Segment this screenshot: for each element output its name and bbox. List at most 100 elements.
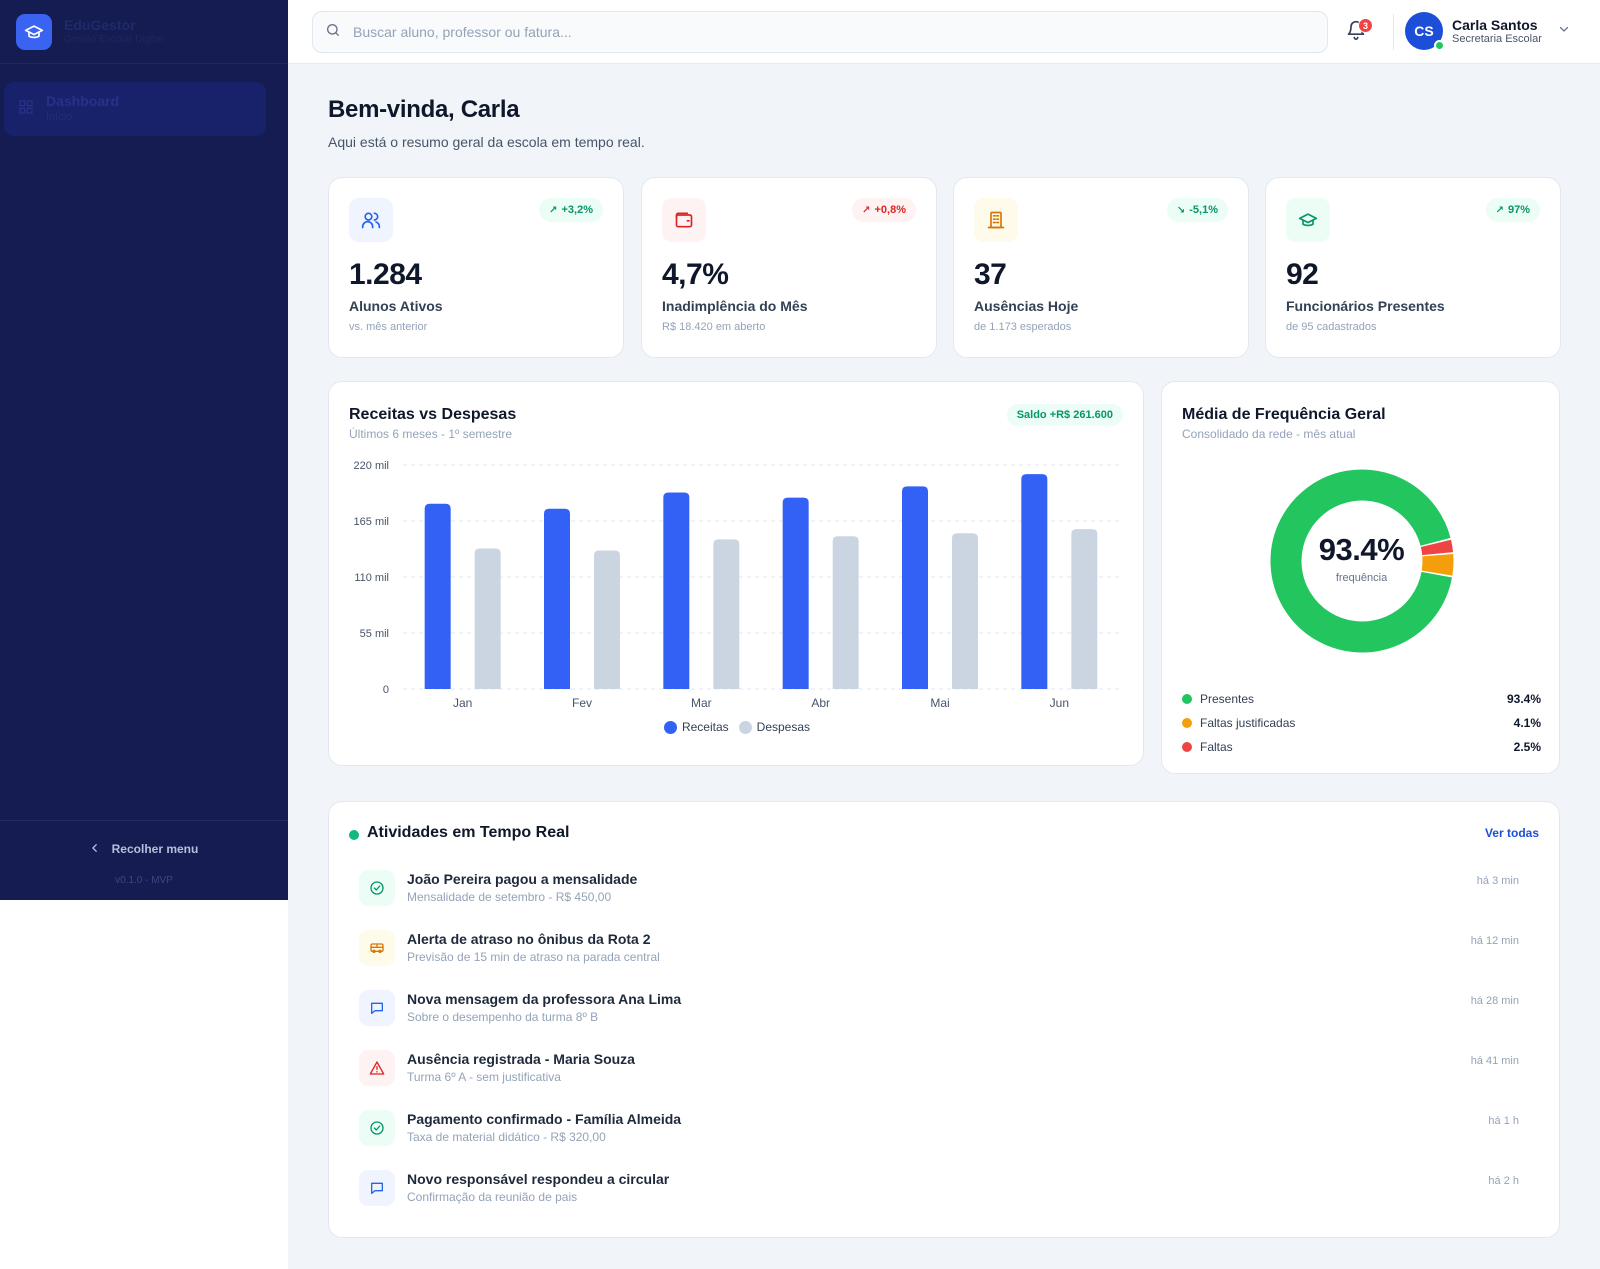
frequency-donut-chart <box>1270 469 1454 653</box>
activity-time: há 12 min <box>1470 935 1519 947</box>
frequency-subtitle: Consolidado da rede - mês atual <box>1182 427 1356 441</box>
trend-badge: ↗ +0,8% <box>852 198 916 222</box>
x-tick-label: Mar <box>691 696 712 710</box>
app-version: v0.1.0 - MVP <box>115 875 173 886</box>
search-box[interactable] <box>312 11 1328 53</box>
bar-receitas <box>424 503 451 689</box>
alert-triangle-icon <box>359 1050 395 1086</box>
y-tick-label: 165 mil <box>354 516 389 528</box>
stat-card-delinquency[interactable]: ↗ +0,8% 4,7% Inadimplência do Mês R$ 18.4… <box>641 177 937 358</box>
activity-heading: Pagamento confirmado - Família Almeida <box>407 1111 682 1127</box>
chart-legend: Receitas Despesas <box>329 720 1145 734</box>
y-tick-label: 0 <box>383 684 389 696</box>
x-tick-label: Jan <box>453 696 472 710</box>
stat-value: 4,7% <box>662 258 729 291</box>
live-indicator-dot <box>349 830 359 840</box>
activity-time: há 3 min <box>1476 875 1519 887</box>
message-icon <box>359 1170 395 1206</box>
frequency-legend: Presentes 93.4% Faltas justificadas 4.1%… <box>1182 687 1541 759</box>
trend-value: +3,2% <box>561 204 594 216</box>
bar-despesas <box>952 533 978 689</box>
chevron-down-icon <box>1558 22 1570 40</box>
stat-card-staff[interactable]: ↗ 97% 92 Funcionários Presentes de 95 cad… <box>1265 177 1561 358</box>
stat-subtext: de 95 cadastrados <box>1286 321 1377 333</box>
check-circle-icon <box>359 1110 395 1146</box>
list-item[interactable]: Pagamento confirmado - Família Almeida T… <box>359 1108 1531 1168</box>
y-tick-label: 55 mil <box>360 628 389 640</box>
activity-list: João Pereira pagou a mensalidade Mensali… <box>359 868 1531 1228</box>
graduation-cap-icon <box>1286 198 1330 242</box>
arrow-up-right-icon: ↗ <box>862 204 871 216</box>
list-item[interactable]: Ausência registrada - Maria Souza Turma … <box>359 1048 1531 1108</box>
page-title: Bem-vinda, Carla <box>328 96 520 123</box>
trend-badge: ↗ +3,2% <box>539 198 603 222</box>
activity-heading: Alerta de atraso no ônibus da Rota 2 <box>407 931 651 947</box>
legend-label: Despesas <box>756 720 811 734</box>
list-item[interactable]: Novo responsável respondeu a circular Co… <box>359 1168 1531 1228</box>
brand: EduGestor Gestão Escolar Digital <box>0 0 288 64</box>
trend-value: +0,8% <box>874 204 907 216</box>
donut-center: 93.4% frequência <box>1162 532 1561 584</box>
legend-label: Receitas <box>681 720 729 734</box>
stat-value: 1.284 <box>349 258 422 291</box>
topbar: 3 CS Carla Santos Secretaria Escolar <box>288 0 1600 64</box>
stat-subtext: de 1.173 esperados <box>974 321 1072 333</box>
view-all-link[interactable]: Ver todas <box>1484 826 1539 840</box>
chevron-left-icon <box>90 841 100 856</box>
donut-slice <box>1270 469 1453 653</box>
activity-description: Turma 6º A - sem justificativa <box>407 1069 561 1084</box>
activity-heading: João Pereira pagou a mensalidade <box>407 871 638 887</box>
frequency-row-absent: Faltas 2.5% <box>1182 735 1541 759</box>
legend-swatch <box>1182 694 1192 704</box>
activity-time: há 1 h <box>1488 1115 1519 1127</box>
list-item[interactable]: Nova mensagem da professora Ana Lima Sob… <box>359 988 1531 1048</box>
bar-despesas <box>832 536 859 689</box>
stat-label: Ausências Hoje <box>974 298 1079 314</box>
notifications-badge: 3 <box>1358 18 1373 33</box>
activity-card: Atividades em Tempo Real Ver todas João … <box>328 801 1560 1238</box>
activity-title: Atividades em Tempo Real <box>367 824 570 841</box>
search-input[interactable] <box>353 24 1293 40</box>
sidebar-item-sublabel: Início <box>46 110 73 123</box>
frequency-label: Faltas justificadas <box>1200 716 1296 730</box>
avatar: CS <box>1405 12 1445 51</box>
finance-chart-card: Receitas vs Despesas Últimos 6 meses - 1… <box>328 381 1144 766</box>
list-item[interactable]: Alerta de atraso no ônibus da Rota 2 Pre… <box>359 928 1531 988</box>
arrow-down-right-icon: ↘ <box>1176 204 1186 216</box>
frequency-row-justified: Faltas justificadas 4.1% <box>1182 711 1541 735</box>
stat-card-absences[interactable]: ↘ -5,1% 37 Ausências Hoje de 1.173 espera… <box>953 177 1249 358</box>
chart-subtitle: Últimos 6 meses - 1º semestre <box>349 427 513 441</box>
bar-despesas <box>1071 529 1098 689</box>
x-tick-label: Fev <box>572 696 592 710</box>
arrow-up-right-icon: ↗ <box>1495 204 1504 216</box>
bar-receitas <box>663 492 690 689</box>
activity-time: há 2 h <box>1488 1175 1519 1187</box>
collapse-menu-button[interactable]: Recolher menu <box>0 841 288 856</box>
notifications-button[interactable]: 3 <box>1346 18 1373 44</box>
legend-item-despesas[interactable]: Despesas <box>738 720 811 734</box>
user-menu[interactable]: CS Carla Santos Secretaria Escolar <box>1405 12 1570 51</box>
legend-swatch <box>1182 742 1192 752</box>
stat-subtext: vs. mês anterior <box>349 321 428 333</box>
y-tick-label: 110 mil <box>354 572 389 584</box>
activity-heading: Nova mensagem da professora Ana Lima <box>407 991 682 1007</box>
list-item[interactable]: João Pereira pagou a mensalidade Mensali… <box>359 868 1531 928</box>
stat-card-students[interactable]: ↗ +3,2% 1.284 Alunos Ativos vs. mês anter… <box>328 177 624 358</box>
trend-badge: ↗ 97% <box>1485 198 1540 222</box>
legend-swatch <box>738 720 752 734</box>
legend-swatch <box>663 720 677 734</box>
activity-description: Mensalidade de setembro - R$ 450,00 <box>407 889 612 904</box>
brand-name: EduGestor <box>64 17 136 34</box>
bus-icon <box>359 930 395 966</box>
bar-receitas <box>544 508 570 689</box>
stat-subtext: R$ 18.420 em aberto <box>662 321 766 333</box>
donut-slice <box>1421 553 1454 576</box>
sidebar-item-dashboard[interactable]: Dashboard Início <box>4 82 266 136</box>
sidebar: EduGestor Gestão Escolar Digital Dashboa… <box>0 0 288 900</box>
frequency-value: 4.1% <box>1513 716 1541 730</box>
frequency-label: Faltas <box>1200 740 1233 754</box>
frequency-value: 93.4% <box>1506 692 1541 706</box>
legend-item-receitas[interactable]: Receitas <box>663 720 729 734</box>
donut-label: frequência <box>1335 572 1388 584</box>
grid-icon <box>18 99 34 120</box>
